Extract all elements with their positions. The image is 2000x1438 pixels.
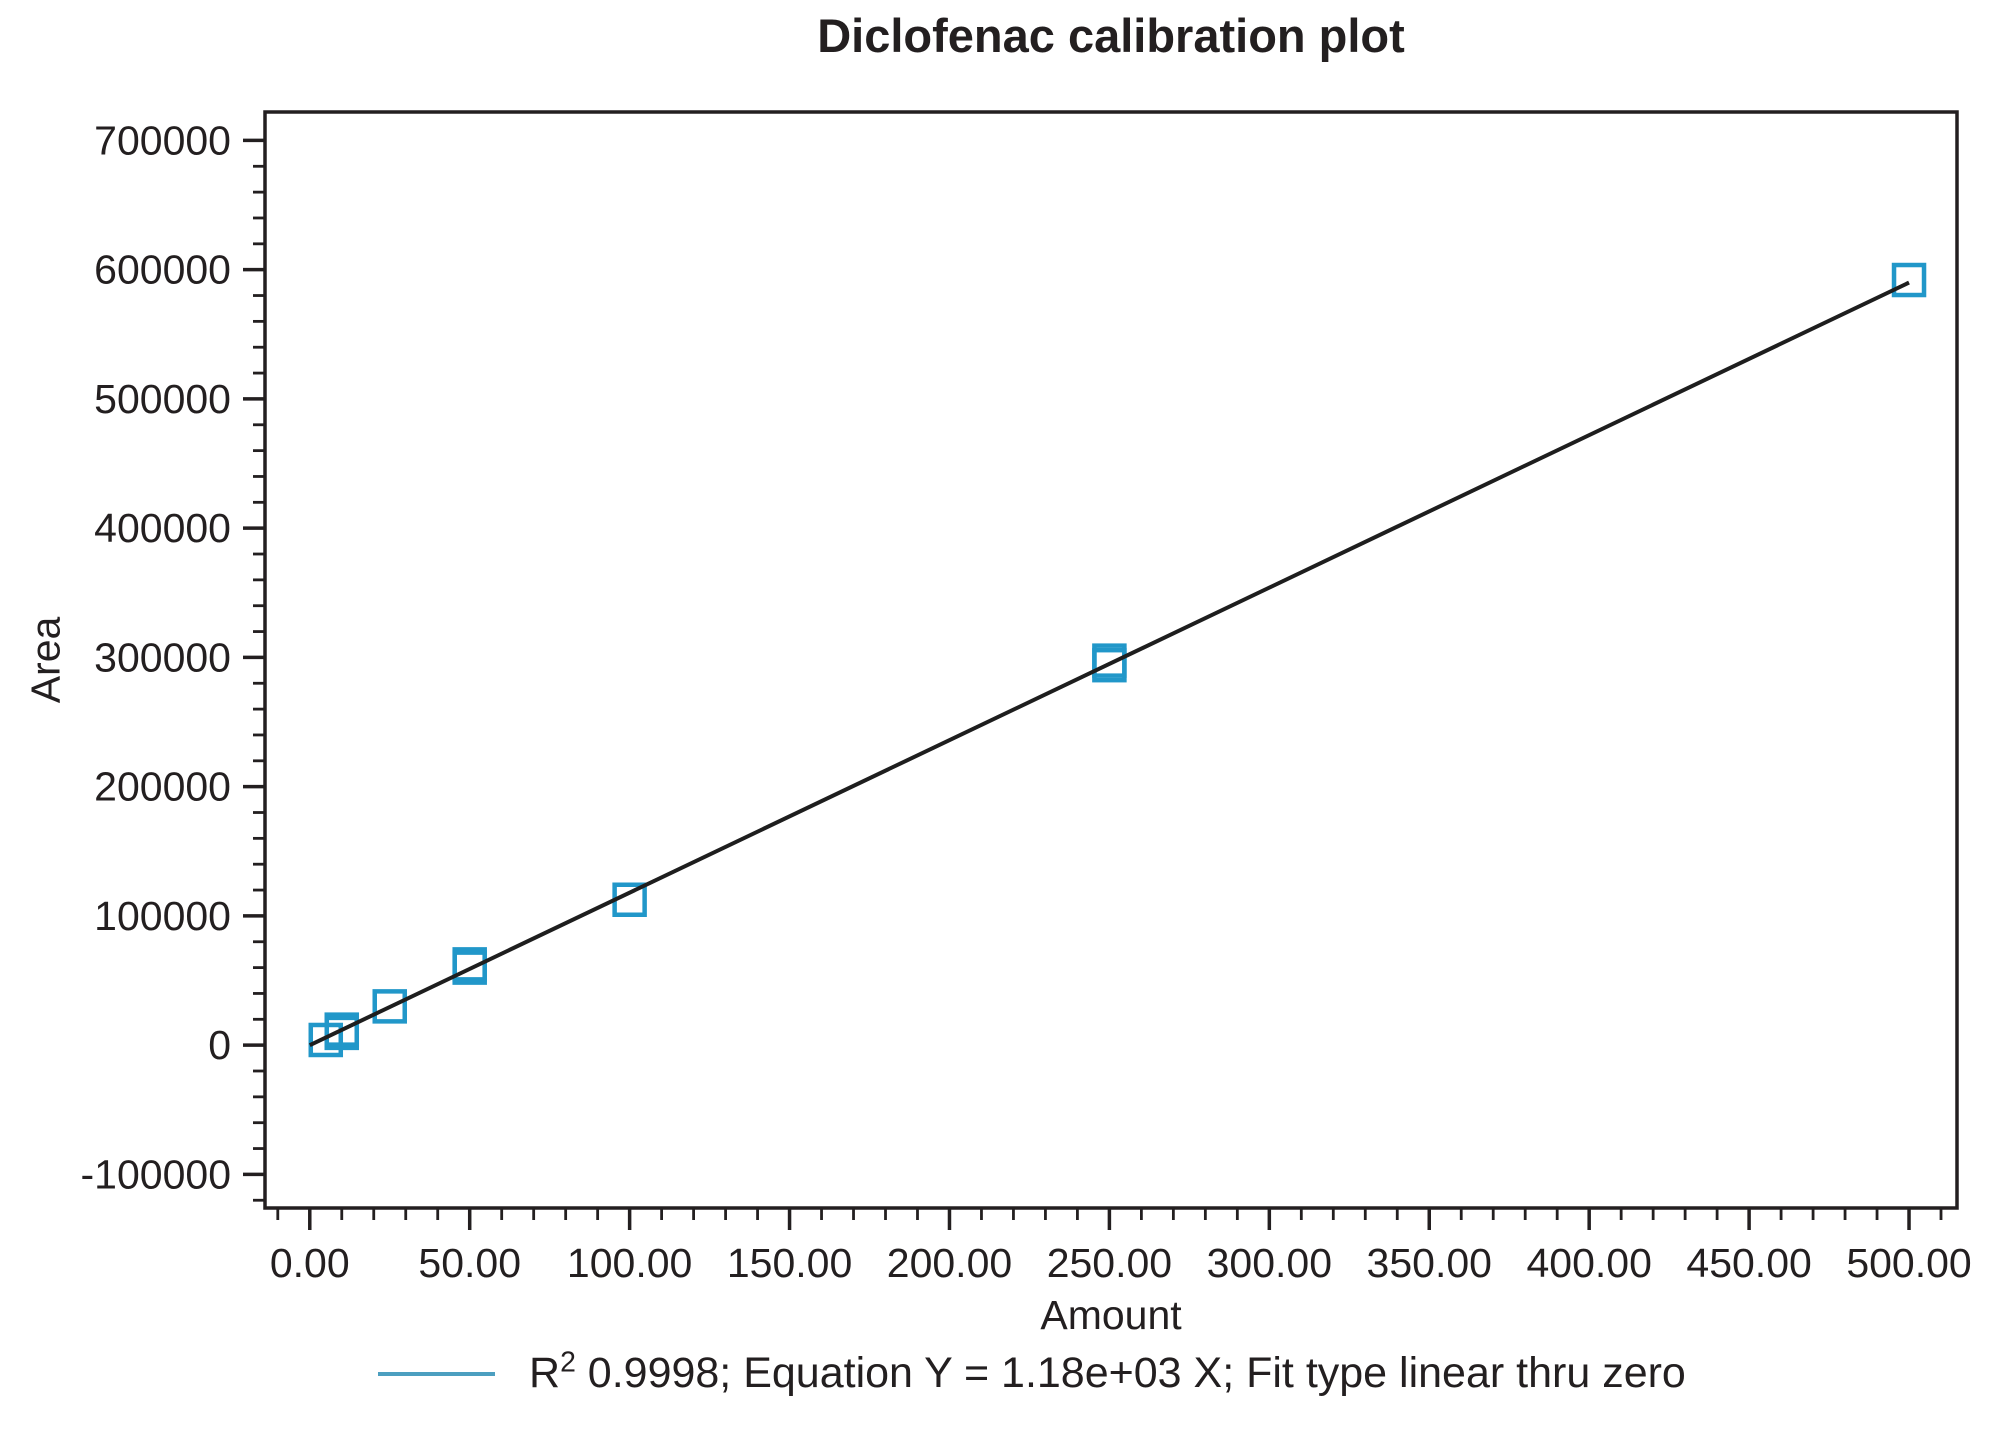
fit-legend: R2 0.9998; Equation Y = 1.18e+03 X; Fit …: [378, 1348, 1686, 1400]
x-tick-label: 400.00: [1526, 1240, 1651, 1286]
x-axis-title: Amount: [1040, 1292, 1182, 1338]
y-tick-label: 500000: [94, 376, 231, 422]
x-tick-label: 250.00: [1047, 1240, 1172, 1286]
legend-label: R2 0.9998; Equation Y = 1.18e+03 X; Fit …: [529, 1348, 1686, 1400]
y-tick-label: 0: [208, 1022, 231, 1068]
x-tick-label: 450.00: [1686, 1240, 1811, 1286]
y-tick-label: 300000: [94, 634, 231, 680]
data-point-marker: [1092, 643, 1127, 678]
x-tick-label: 150.00: [727, 1240, 852, 1286]
plot-area-border: [263, 110, 1959, 1210]
x-tick-label: 350.00: [1367, 1240, 1492, 1286]
y-tick-label: 200000: [94, 764, 231, 810]
data-point-marker: [452, 947, 487, 982]
fit-line: [308, 280, 1910, 1047]
legend-line-swatch: [378, 1371, 495, 1376]
y-tick-label: 600000: [94, 247, 231, 293]
x-tick-label: 200.00: [887, 1240, 1012, 1286]
chart-title: Diclofenac calibration plot: [817, 9, 1405, 62]
x-tick-label: 500.00: [1846, 1240, 1971, 1286]
x-tick-label: 0.00: [270, 1240, 350, 1286]
y-tick-label: 700000: [94, 117, 231, 163]
data-point-marker: [324, 1012, 360, 1047]
legend-equation-text: 0.9998; Equation Y = 1.18e+03 X; Fit typ…: [575, 1349, 1686, 1397]
x-tick-label: 100.00: [567, 1240, 692, 1286]
data-point-marker: [1891, 262, 1927, 298]
x-tick-label: 50.00: [418, 1240, 521, 1286]
legend-r-text: R: [529, 1349, 561, 1397]
y-tick-label: 400000: [94, 505, 231, 551]
data-point-marker: [372, 989, 407, 1024]
legend-r-superscript: 2: [560, 1346, 576, 1379]
y-tick-label: -100000: [81, 1151, 231, 1197]
y-tick-label: 100000: [94, 893, 231, 939]
x-tick-label: 300.00: [1207, 1240, 1332, 1286]
